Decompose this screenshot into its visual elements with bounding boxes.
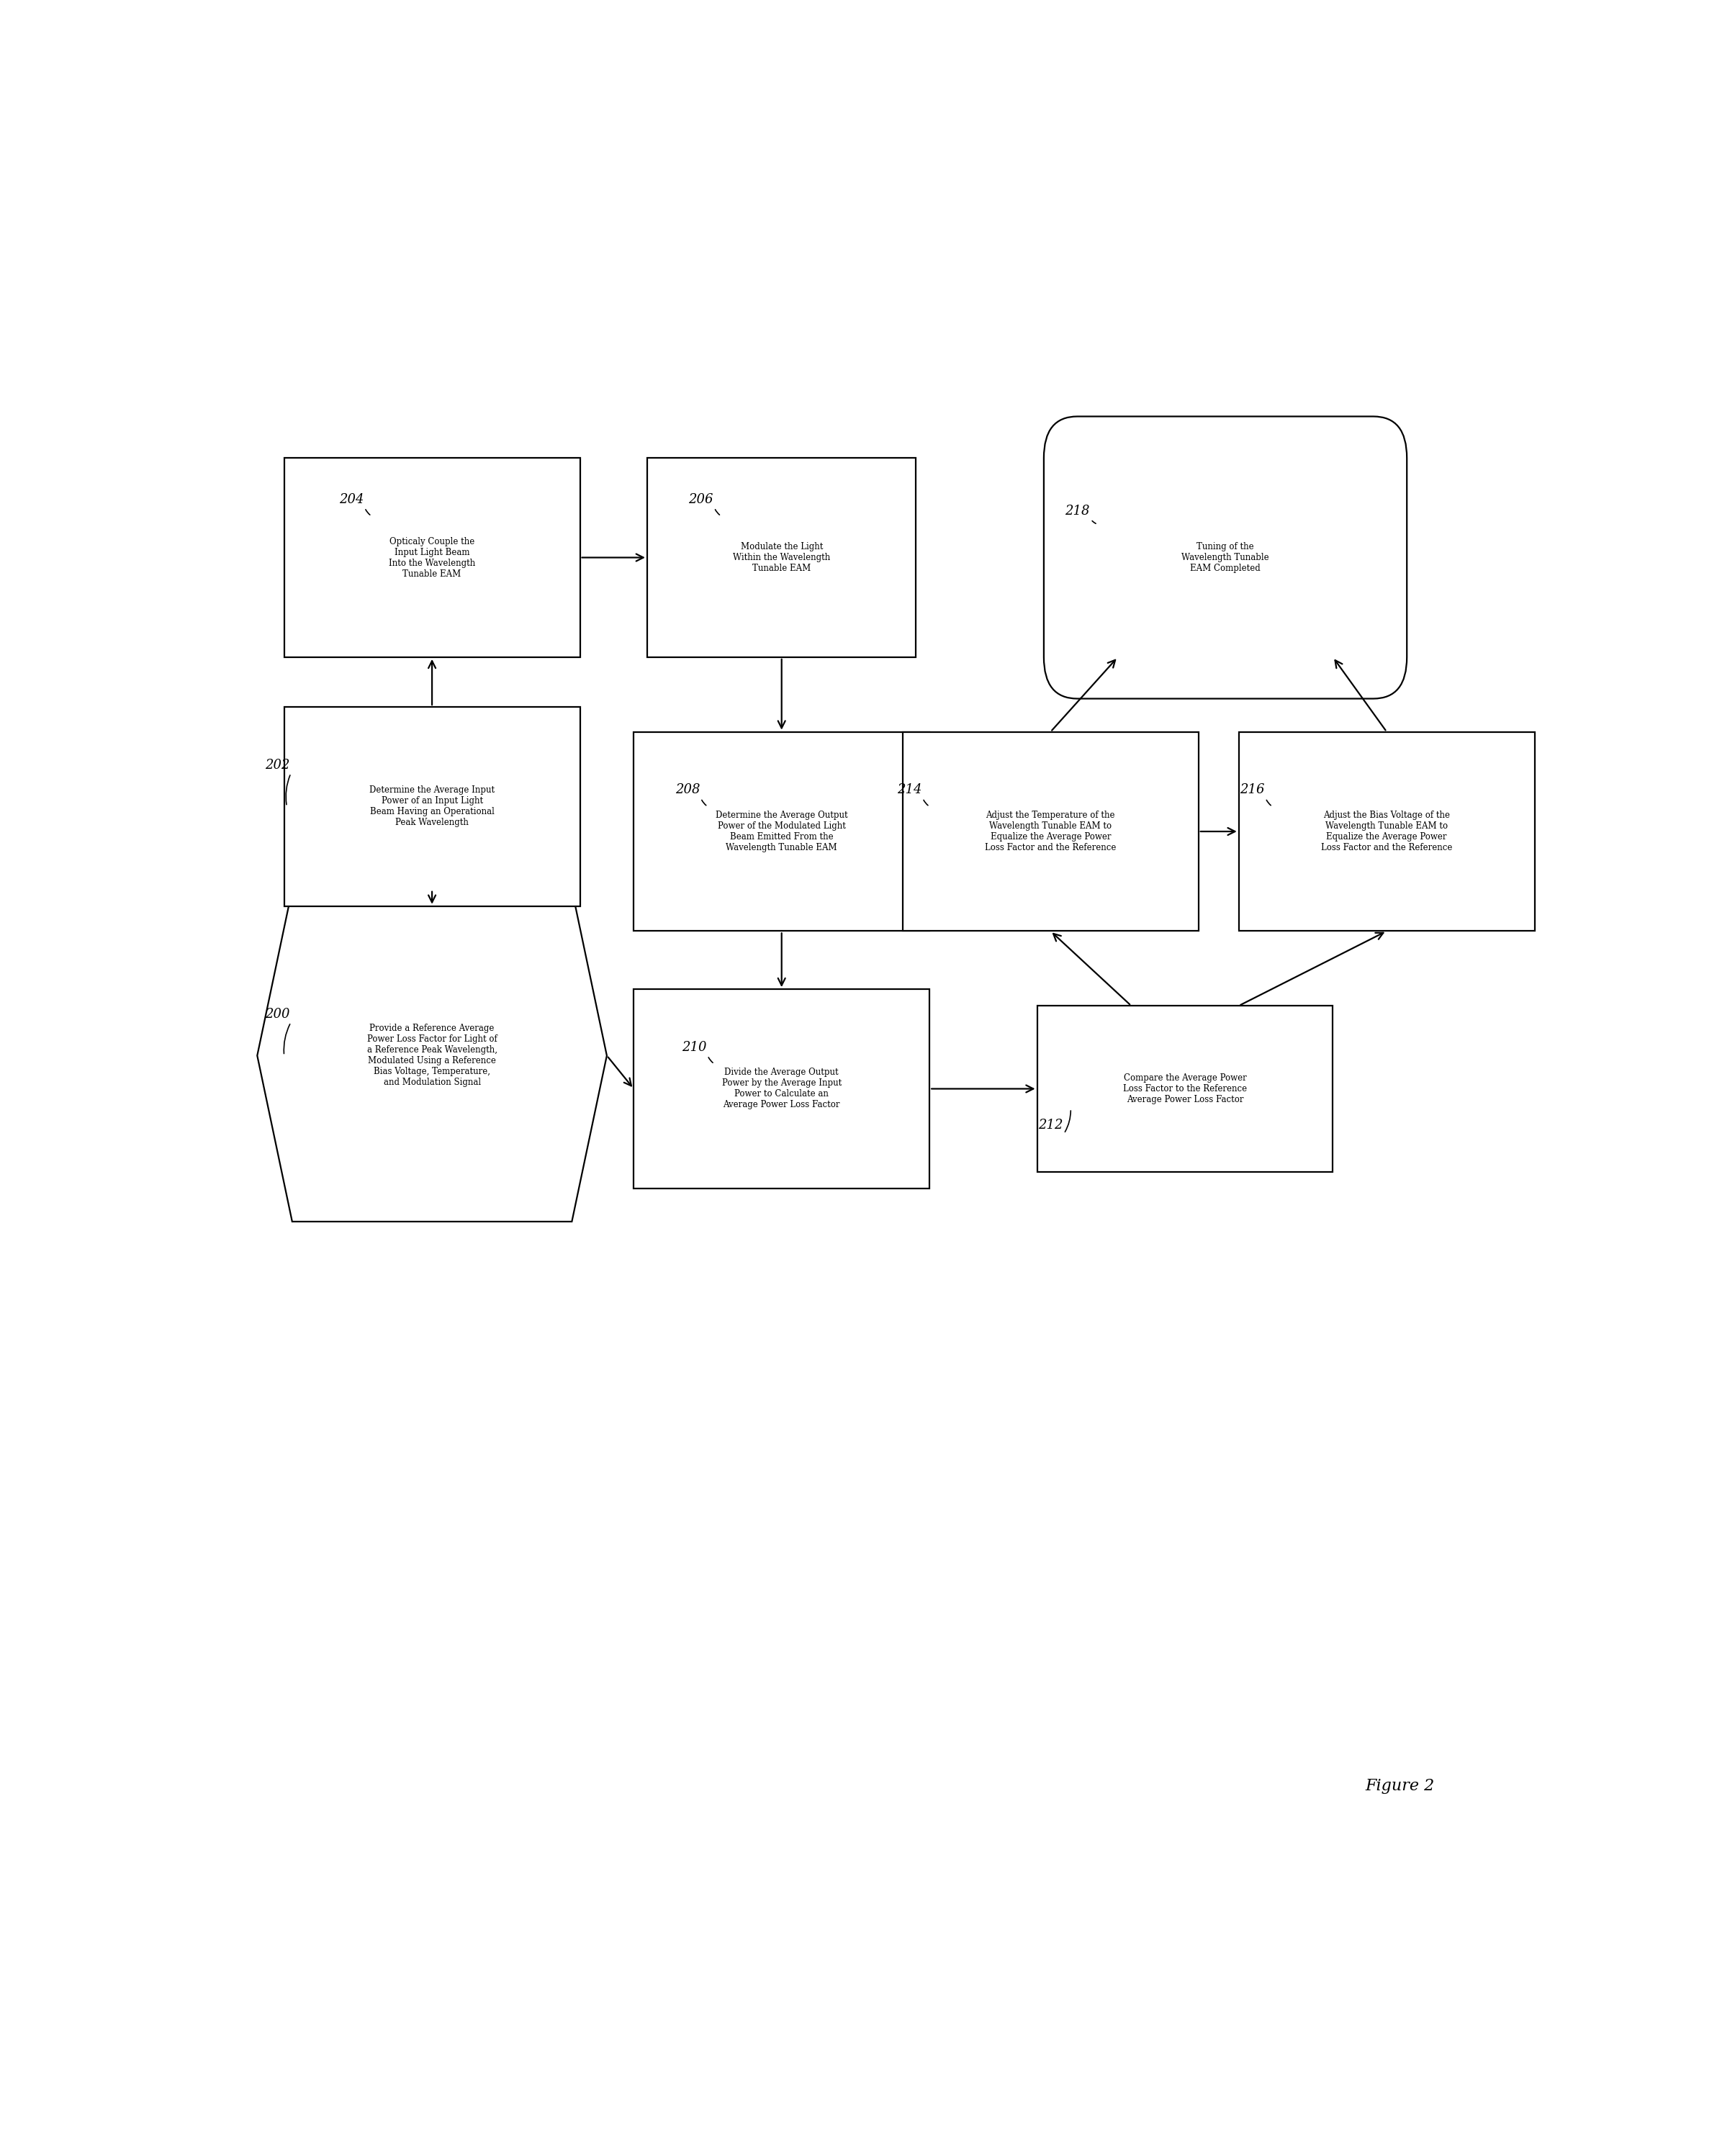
FancyBboxPatch shape (1038, 1005, 1332, 1171)
Text: Figure 2: Figure 2 (1365, 1779, 1435, 1794)
FancyBboxPatch shape (1044, 416, 1407, 699)
Text: 216: 216 (1241, 783, 1265, 796)
Text: 208: 208 (675, 783, 699, 796)
Text: Determine the Average Output
Power of the Modulated Light
Beam Emitted From the
: Determine the Average Output Power of th… (715, 811, 848, 852)
FancyBboxPatch shape (633, 990, 930, 1188)
Text: Adjust the Temperature of the
Wavelength Tunable EAM to
Equalize the Average Pow: Adjust the Temperature of the Wavelength… (985, 811, 1116, 852)
Text: Opticaly Couple the
Input Light Beam
Into the Wavelength
Tunable EAM: Opticaly Couple the Input Light Beam Int… (389, 537, 475, 578)
FancyBboxPatch shape (1239, 731, 1534, 931)
Text: 210: 210 (682, 1041, 706, 1054)
Text: Determine the Average Input
Power of an Input Light
Beam Having an Operational
P: Determine the Average Input Power of an … (370, 785, 494, 828)
Text: 206: 206 (689, 494, 713, 507)
Text: 212: 212 (1038, 1119, 1064, 1132)
Text: Modulate the Light
Within the Wavelength
Tunable EAM: Modulate the Light Within the Wavelength… (732, 541, 831, 573)
FancyBboxPatch shape (285, 457, 579, 658)
Text: 202: 202 (265, 759, 290, 772)
Text: 214: 214 (897, 783, 921, 796)
Text: Compare the Average Power
Loss Factor to the Reference
Average Power Loss Factor: Compare the Average Power Loss Factor to… (1123, 1074, 1247, 1104)
Text: Provide a Reference Average
Power Loss Factor for Light of
a Reference Peak Wave: Provide a Reference Average Power Loss F… (366, 1024, 498, 1087)
Text: 200: 200 (265, 1007, 290, 1020)
Text: Divide the Average Output
Power by the Average Input
Power to Calculate an
Avera: Divide the Average Output Power by the A… (722, 1067, 841, 1110)
Polygon shape (257, 890, 607, 1222)
FancyBboxPatch shape (633, 731, 930, 931)
Text: 204: 204 (338, 494, 364, 507)
Text: Tuning of the
Wavelength Tunable
EAM Completed: Tuning of the Wavelength Tunable EAM Com… (1182, 541, 1268, 573)
FancyBboxPatch shape (285, 707, 579, 906)
Text: Adjust the Bias Voltage of the
Wavelength Tunable EAM to
Equalize the Average Po: Adjust the Bias Voltage of the Wavelengt… (1320, 811, 1452, 852)
FancyBboxPatch shape (902, 731, 1199, 931)
FancyBboxPatch shape (647, 457, 916, 658)
Text: 218: 218 (1065, 505, 1090, 517)
